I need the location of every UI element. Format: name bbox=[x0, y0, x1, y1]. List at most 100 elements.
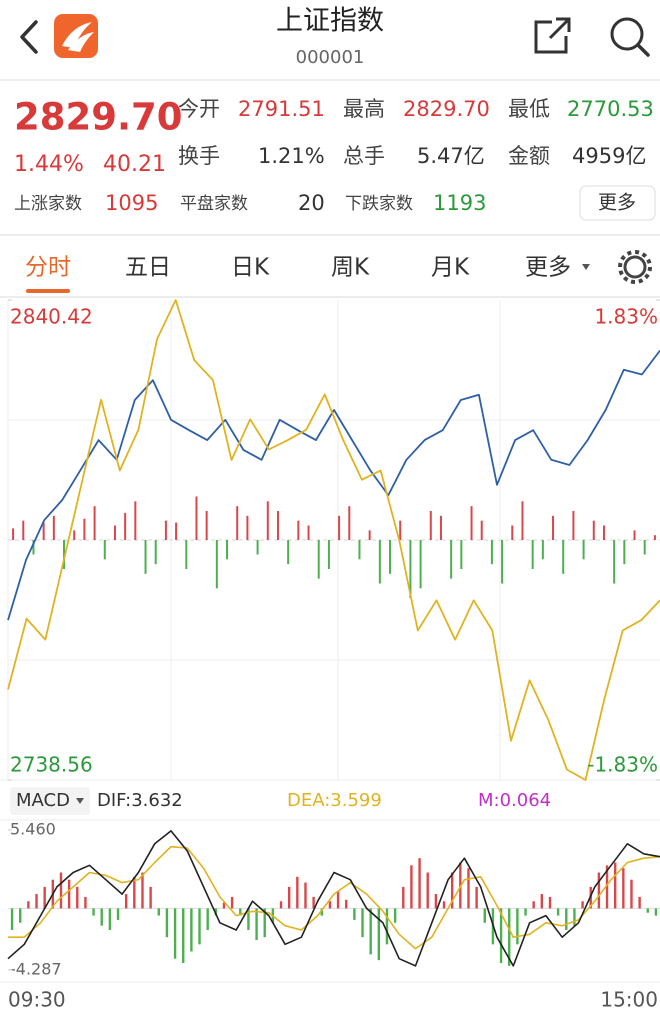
dropdown-arrow bbox=[76, 798, 84, 804]
gear-ring bbox=[623, 255, 647, 279]
macd-bar bbox=[622, 868, 625, 909]
macd-bar bbox=[361, 908, 364, 938]
breadth-bar bbox=[419, 540, 422, 589]
macd-selector-box bbox=[10, 787, 90, 815]
macd-bar bbox=[613, 862, 617, 909]
macd-bar bbox=[92, 908, 95, 916]
time-label: 15:00 bbox=[600, 988, 658, 1012]
more-button-box bbox=[579, 185, 656, 221]
stat-label: 换手 bbox=[178, 144, 220, 168]
macd-bar bbox=[67, 879, 71, 909]
dropdown-arrow bbox=[582, 264, 590, 270]
breadth-bar bbox=[572, 511, 575, 540]
macd-bar bbox=[182, 908, 185, 964]
macd-bar bbox=[100, 908, 103, 926]
tab[interactable]: 更多 bbox=[525, 255, 590, 281]
tab-label: 月K bbox=[431, 255, 470, 281]
tab-bar: 分时 五日 日K 周K 月K 更多 bbox=[25, 255, 590, 294]
breadth-bar bbox=[52, 515, 55, 540]
macd-bar bbox=[426, 872, 429, 909]
search-button[interactable] bbox=[610, 17, 650, 57]
macd-bar bbox=[556, 908, 560, 916]
macd-bar bbox=[222, 902, 226, 909]
macd-bar bbox=[483, 908, 486, 923]
breadth-bar bbox=[602, 525, 605, 540]
macd-bar bbox=[230, 896, 234, 909]
breadth-bar bbox=[42, 522, 45, 540]
tab-label: 五日 bbox=[125, 255, 171, 281]
breadth-bar bbox=[134, 501, 137, 540]
breadth-bar bbox=[470, 506, 473, 540]
breadth-bar bbox=[327, 540, 330, 569]
breadth-bar bbox=[276, 511, 279, 540]
breadth-label: 下跌家数 bbox=[345, 194, 413, 214]
breadth-bar bbox=[348, 506, 351, 540]
search-icon bbox=[610, 17, 644, 51]
stat-label: 金额 bbox=[508, 144, 550, 168]
breadth-bar bbox=[226, 540, 229, 560]
breadth-bar bbox=[592, 520, 595, 540]
macd-bar bbox=[59, 872, 63, 909]
change-percent: 1.44% bbox=[14, 152, 84, 177]
breadth-bar bbox=[22, 520, 25, 540]
breadth-bar bbox=[32, 540, 35, 555]
tab-underline bbox=[26, 289, 70, 293]
dea-line bbox=[8, 845, 660, 950]
app-logo bbox=[54, 14, 98, 58]
breadth-bar bbox=[256, 540, 259, 555]
macd-bar bbox=[27, 901, 30, 909]
macd-selector[interactable]: MACD bbox=[10, 787, 90, 815]
tab[interactable]: 周K bbox=[331, 255, 370, 281]
tab[interactable]: 分时 bbox=[25, 255, 71, 294]
breadth-bar bbox=[389, 540, 392, 574]
y2-tick-label: -1.83% bbox=[587, 753, 658, 777]
breadth-bar bbox=[439, 515, 442, 540]
more-button[interactable]: 更多 bbox=[579, 185, 656, 221]
back-button[interactable] bbox=[20, 20, 38, 54]
dif-line bbox=[7, 830, 660, 967]
tab[interactable]: 五日 bbox=[125, 255, 171, 281]
time-label: 09:30 bbox=[8, 988, 66, 1012]
macd-selector-label: MACD bbox=[16, 790, 70, 811]
breadth-bar bbox=[562, 540, 565, 574]
price-chart-grid bbox=[0, 300, 660, 781]
breadth-bar bbox=[399, 520, 402, 540]
breadth-bar bbox=[511, 525, 514, 540]
macd-bar bbox=[239, 908, 242, 916]
macd-bar bbox=[108, 908, 112, 930]
macd-bar bbox=[19, 908, 22, 923]
price-chart: 2840.42 2738.56 1.83% -1.83% bbox=[7, 299, 660, 781]
breadth-bar bbox=[103, 540, 106, 560]
breadth-bar bbox=[480, 520, 483, 540]
macd-bar bbox=[450, 872, 454, 909]
dea-label: DEA:3.599 bbox=[287, 790, 382, 811]
tab[interactable]: 月K bbox=[431, 255, 470, 281]
settings-button[interactable] bbox=[618, 250, 652, 284]
macd-bar bbox=[141, 872, 144, 909]
breadth-bar bbox=[460, 540, 463, 569]
y-tick-label: 2840.42 bbox=[10, 305, 93, 329]
index-code: 000001 bbox=[296, 47, 365, 68]
breadth-bar bbox=[521, 501, 524, 540]
share-button[interactable] bbox=[534, 17, 571, 54]
breadth-bar bbox=[501, 540, 504, 584]
macd-bar bbox=[581, 901, 584, 909]
breadth-bar bbox=[246, 515, 249, 540]
breadth-bar bbox=[195, 496, 198, 540]
breadth-bar bbox=[287, 540, 290, 565]
macd-bar bbox=[565, 908, 568, 930]
breadth-bar bbox=[236, 506, 239, 540]
macd-bar bbox=[198, 908, 201, 945]
breadth-bar bbox=[124, 512, 127, 540]
macd-bar bbox=[157, 908, 160, 916]
stat-label: 总手 bbox=[343, 144, 385, 168]
macd-bar bbox=[247, 908, 250, 930]
tab[interactable]: 日K bbox=[231, 255, 270, 281]
macd-bar bbox=[255, 908, 258, 941]
share-icon bbox=[534, 20, 568, 54]
macd-bar bbox=[402, 886, 405, 909]
macd-bar bbox=[345, 899, 348, 909]
tab-label: 日K bbox=[231, 255, 270, 281]
